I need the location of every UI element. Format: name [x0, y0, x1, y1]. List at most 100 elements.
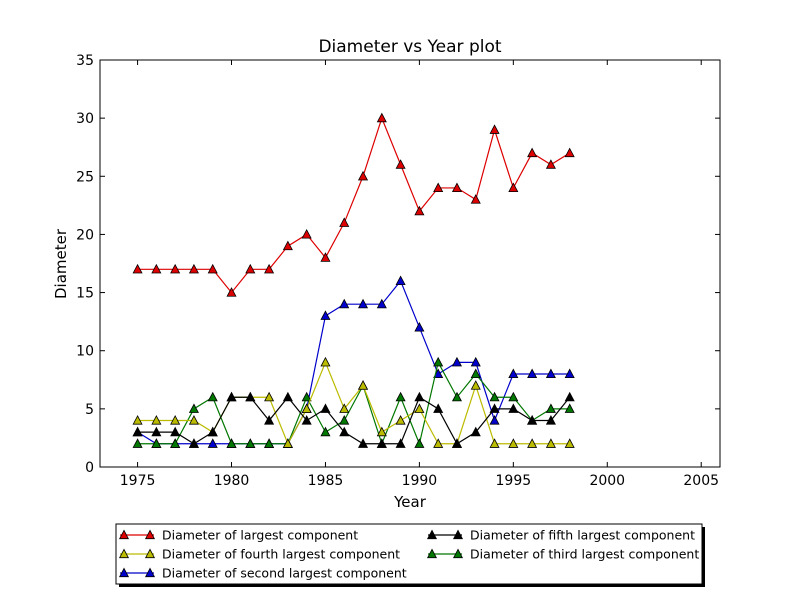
- y-tick-label: 0: [85, 460, 94, 476]
- data-point: [564, 391, 575, 402]
- data-point: [376, 112, 387, 123]
- x-tick-label: 1985: [308, 473, 344, 489]
- data-point: [414, 403, 425, 413]
- data-point: [395, 438, 406, 448]
- data-point: [470, 368, 481, 379]
- data-point: [339, 403, 350, 413]
- data-point: [264, 438, 275, 448]
- data-point: [451, 391, 463, 402]
- legend-marker: [452, 529, 464, 540]
- data-point: [545, 368, 556, 379]
- data-point: [470, 380, 481, 390]
- data-point: [414, 322, 425, 332]
- legend-marker: [118, 548, 130, 559]
- data-point: [395, 391, 406, 402]
- data-point: [376, 426, 387, 437]
- data-point: [414, 438, 425, 448]
- data-point: [170, 263, 181, 274]
- data-point: [489, 124, 500, 134]
- data-point: [320, 310, 331, 320]
- data-point: [132, 415, 143, 425]
- data-point: [339, 415, 350, 425]
- legend: Diameter of largest component Diameter of…: [115, 523, 705, 587]
- data-point: [470, 194, 481, 204]
- data-point: [207, 391, 218, 402]
- data-point: [320, 356, 331, 367]
- legend-marker: [426, 529, 438, 540]
- data-point: [545, 415, 556, 425]
- legend-marker: [118, 567, 130, 578]
- y-tick-label: 35: [76, 53, 94, 69]
- data-point: [320, 403, 331, 413]
- data-point: [489, 415, 500, 425]
- data-point: [433, 438, 444, 448]
- data-point: [301, 415, 312, 425]
- data-point: [527, 368, 538, 379]
- data-point: [414, 205, 425, 216]
- x-tick-label: 2000: [589, 473, 625, 489]
- data-point: [433, 182, 444, 192]
- data-point: [395, 159, 406, 169]
- data-point: [301, 391, 312, 402]
- x-tick-label: 1995: [496, 473, 532, 489]
- series-1: [132, 112, 575, 297]
- legend-marker: [426, 548, 438, 559]
- data-point: [151, 438, 162, 448]
- data-point: [395, 415, 406, 425]
- data-point: [489, 391, 500, 402]
- data-point: [564, 403, 575, 413]
- data-point: [188, 438, 199, 448]
- data-point: [188, 263, 199, 274]
- data-point: [470, 426, 481, 437]
- data-point: [170, 438, 181, 448]
- y-tick-label: 30: [76, 111, 94, 127]
- y-tick-label: 25: [76, 169, 94, 185]
- data-point: [226, 391, 237, 402]
- x-tick-label: 1990: [402, 473, 438, 489]
- series-line: [137, 116, 571, 294]
- data-point: [451, 182, 463, 192]
- data-point: [170, 415, 181, 425]
- legend-marker: [118, 529, 130, 540]
- data-point: [301, 228, 312, 239]
- data-point: [451, 438, 463, 448]
- data-point: [245, 438, 256, 448]
- data-point: [357, 438, 369, 448]
- data-point: [132, 438, 143, 448]
- legend-label: Diameter of largest component: [162, 528, 358, 543]
- legend-entry: Diameter of second largest component: [118, 566, 407, 581]
- data-point: [151, 415, 162, 425]
- data-point: [433, 356, 444, 367]
- legend-entry: Diameter of largest component: [118, 528, 358, 543]
- data-point: [508, 403, 519, 413]
- data-point: [320, 426, 331, 437]
- data-point: [301, 403, 312, 413]
- legend-entry: Diameter of fourth largest component: [118, 547, 400, 562]
- data-point: [545, 438, 556, 448]
- data-point: [545, 403, 556, 413]
- data-point: [376, 298, 387, 309]
- legend-label: Diameter of fourth largest component: [162, 547, 400, 562]
- legend-label: Diameter of fifth largest component: [470, 528, 695, 543]
- legend-entry: Diameter of fifth largest component: [426, 528, 695, 543]
- data-point: [564, 147, 575, 158]
- data-point: [151, 426, 162, 437]
- data-point: [320, 252, 331, 262]
- data-point: [470, 356, 481, 367]
- data-point: [564, 368, 575, 379]
- data-point: [527, 147, 538, 158]
- data-point: [527, 415, 538, 425]
- legend-box: [115, 523, 703, 585]
- plot-frame: [99, 59, 721, 468]
- data-point: [508, 182, 519, 192]
- y-tick-label: 10: [76, 344, 94, 360]
- x-axis-label: Year: [393, 493, 427, 511]
- data-point: [132, 263, 143, 274]
- data-point: [357, 170, 369, 181]
- data-point: [207, 426, 218, 437]
- data-point: [207, 263, 218, 274]
- legend-entry: Diameter of third largest component: [426, 547, 699, 562]
- data-point: [489, 438, 500, 448]
- x-tick-label: 1975: [120, 473, 156, 489]
